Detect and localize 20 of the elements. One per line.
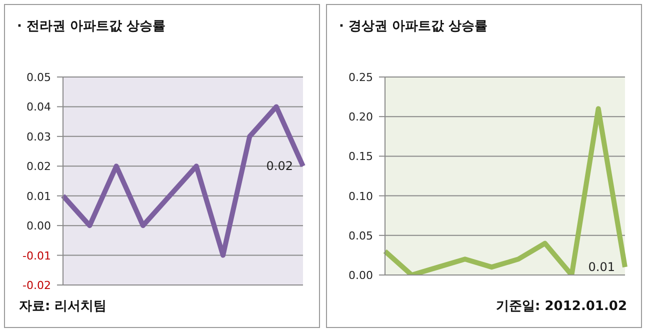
y-tick-label: -0.01 — [22, 249, 51, 262]
y-tick-label: 0.00 — [26, 220, 51, 233]
y-tick-label: 0.25 — [348, 71, 373, 84]
y-tick-label: 0.04 — [26, 100, 51, 114]
y-tick-label: 0.20 — [348, 110, 373, 124]
y-tick-label: 0.05 — [26, 71, 51, 84]
y-tick-label: -0.02 — [22, 279, 51, 292]
text: 자료: 리서치팀 — [19, 298, 107, 315]
y-tick-label: 0.00 — [348, 269, 373, 282]
data-label: 0.01 — [588, 260, 615, 274]
y-tick-label: 0.10 — [348, 190, 373, 203]
chart-title: · 경상권 아파트값 상승률 — [339, 18, 488, 35]
text: 기준일: 2012.01.02 — [496, 298, 627, 315]
chart-title: · 전라권 아파트값 상승률 — [17, 18, 166, 35]
y-tick-label: 0.05 — [348, 229, 373, 242]
y-tick-label: 0.01 — [26, 190, 51, 203]
y-tick-label: 0.03 — [26, 130, 51, 144]
data-label: 0.02 — [266, 159, 293, 174]
y-tick-label: 0.02 — [26, 160, 51, 174]
y-tick-label: 0.15 — [348, 150, 373, 164]
